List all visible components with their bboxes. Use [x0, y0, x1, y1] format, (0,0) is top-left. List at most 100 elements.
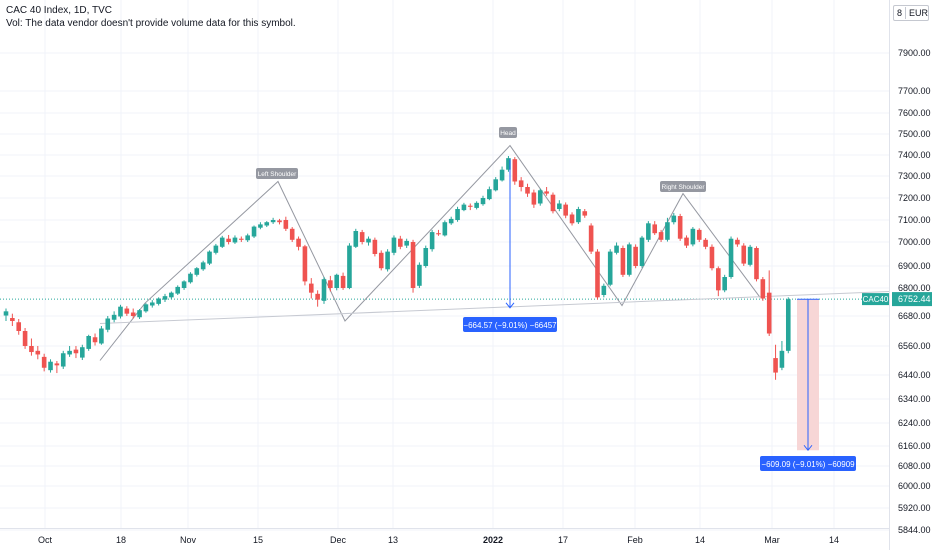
candle	[10, 313, 15, 326]
candle-body	[728, 238, 734, 277]
price-tick-label: 7500.00	[898, 129, 931, 139]
candle	[29, 338, 34, 356]
candle-body	[385, 251, 390, 270]
candle-body	[80, 347, 85, 358]
currency-prefix: 8	[897, 8, 903, 18]
candle-body	[461, 204, 467, 211]
candle	[773, 344, 778, 380]
candle-body	[213, 245, 219, 253]
candle-body	[684, 237, 689, 246]
candle-body	[315, 293, 320, 300]
candle	[448, 216, 454, 225]
candle-body	[658, 232, 664, 240]
last-price-label: 6752.44	[898, 294, 931, 304]
time-tick-label: Dec	[330, 535, 347, 545]
time-tick-label: Mar	[764, 535, 780, 545]
candle	[633, 244, 638, 269]
price-axis-border	[889, 0, 890, 550]
candle-body	[398, 238, 403, 247]
pattern-tag-label: Right Shoulder	[662, 184, 706, 191]
candle	[270, 217, 276, 224]
currency-selector[interactable]: 8 EUR	[893, 5, 929, 21]
candle	[480, 195, 486, 206]
price-tick-label: 5844.00	[898, 525, 931, 535]
currency-code: EUR	[908, 8, 928, 18]
candle	[99, 326, 104, 345]
price-axis[interactable]: 7900.00 7700.00 7600.00 7500.00 7400.00 7300.…	[862, 48, 932, 535]
price-tick-label: 6160.00	[898, 441, 931, 451]
candle-body	[588, 225, 594, 252]
candle	[626, 242, 632, 277]
divider	[905, 7, 906, 19]
candle	[251, 225, 257, 239]
candle	[296, 236, 301, 251]
candle	[232, 235, 238, 244]
candle-body	[709, 246, 715, 269]
price-tick-label: 7200.00	[898, 193, 931, 203]
candle-body	[283, 220, 289, 229]
candle-body	[582, 211, 588, 216]
time-axis[interactable]: Oct 18 Nov 15 Dec 13 2022 17 Feb 14 Mar 14	[38, 535, 839, 545]
symbol-title[interactable]: CAC 40 Index, 1D, TVC	[6, 5, 112, 16]
candles[interactable]	[3, 156, 791, 380]
candle-body	[188, 273, 193, 283]
measure-tools[interactable]: −664.57 (−9.01%) −66457 −609.09 (−9.01%) …	[463, 159, 856, 471]
candle-body	[779, 350, 785, 368]
candle	[105, 316, 111, 333]
candle-body	[194, 268, 200, 275]
price-tick-label: 7100.00	[898, 215, 931, 225]
candle	[283, 216, 289, 231]
price-tick-label: 6560.00	[898, 341, 931, 351]
candle	[378, 250, 384, 271]
candle	[130, 308, 136, 319]
candle-body	[722, 277, 727, 291]
candle	[658, 229, 664, 242]
candle	[315, 290, 320, 307]
candle	[194, 267, 200, 277]
candle-body	[785, 299, 791, 351]
candle-body	[487, 189, 492, 200]
candle-body	[467, 205, 473, 207]
candle	[455, 206, 460, 222]
candle	[557, 200, 562, 212]
candle	[3, 308, 9, 321]
candle	[404, 238, 409, 248]
candle	[639, 235, 645, 268]
price-tick-label: 7000.00	[898, 237, 931, 247]
candle	[537, 188, 543, 206]
candle	[423, 245, 429, 268]
candle	[239, 236, 244, 242]
candle-body	[595, 251, 600, 298]
candle	[442, 220, 448, 237]
candle-body	[143, 304, 149, 312]
candle	[207, 250, 212, 266]
price-tick-label: 6340.00	[898, 394, 931, 404]
candle-body	[296, 238, 301, 247]
candle	[258, 222, 263, 230]
candle	[137, 309, 142, 319]
candle	[563, 202, 568, 219]
candle-body	[169, 292, 174, 298]
candle-body	[54, 363, 60, 366]
candle-body	[754, 248, 759, 280]
candle	[118, 304, 123, 319]
candle-body	[232, 237, 238, 243]
candle-body	[86, 336, 91, 349]
candle-body	[696, 229, 702, 240]
candle-body	[181, 281, 187, 288]
candle-body	[652, 224, 658, 234]
candle-body	[646, 223, 651, 240]
price-tick-label: 5920.00	[898, 503, 931, 513]
candle-body	[620, 248, 626, 275]
candle-body	[347, 245, 352, 288]
candle	[467, 203, 473, 211]
candle-body	[569, 214, 575, 224]
candle	[143, 303, 149, 313]
candle	[652, 221, 658, 235]
candle-body	[359, 232, 365, 242]
candle-body	[60, 353, 66, 367]
candle	[410, 239, 416, 293]
candle	[308, 278, 314, 299]
